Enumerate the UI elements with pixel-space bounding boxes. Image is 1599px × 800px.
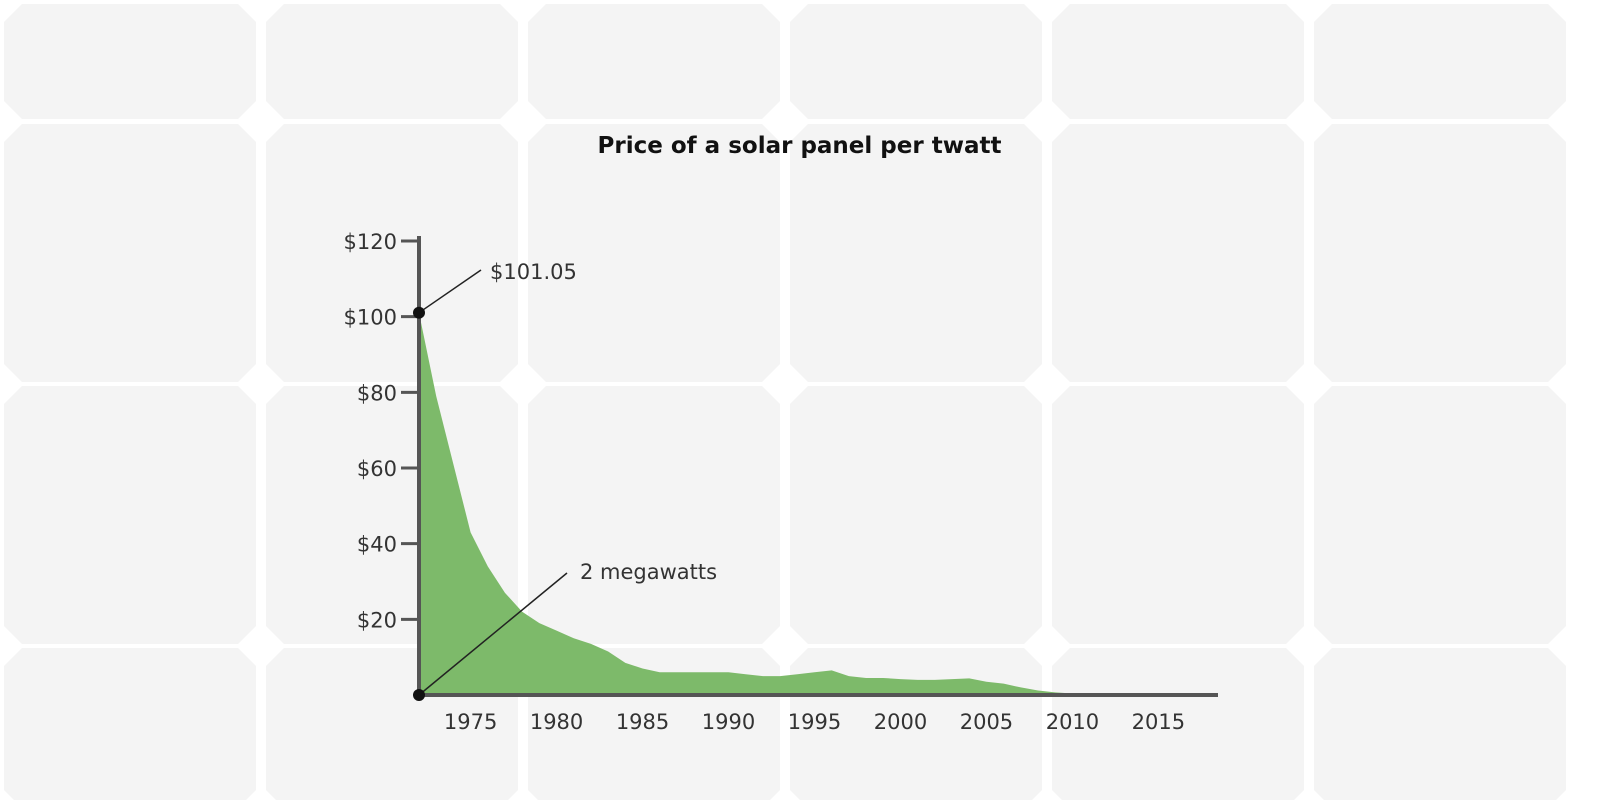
- solar-cell: [1314, 648, 1566, 800]
- y-tick-label: $100: [344, 306, 397, 330]
- x-tick-label: 1975: [444, 710, 497, 734]
- solar-cell: [1052, 124, 1304, 382]
- annotation-point: [413, 306, 425, 319]
- solar-cell: [266, 4, 518, 119]
- solar-cell: [528, 386, 780, 644]
- solar-cell: [1052, 4, 1304, 119]
- solar-cell: [1052, 648, 1304, 800]
- x-tick-label: 2015: [1132, 710, 1185, 734]
- solar-cell: [790, 124, 1042, 382]
- y-tick-label: $40: [357, 533, 397, 557]
- solar-cell: [790, 386, 1042, 644]
- y-tick-label: $60: [357, 457, 397, 481]
- x-tick-label: 1995: [788, 710, 841, 734]
- solar-cell: [1052, 386, 1304, 644]
- solar-cell: [1314, 386, 1566, 644]
- annotation-label: 2 megawatts: [580, 560, 717, 584]
- price-area: [419, 312, 1210, 695]
- solar-cell: [4, 4, 256, 119]
- chart-title: Price of a solar panel per twatt: [597, 133, 1002, 159]
- solar-cell: [4, 648, 256, 800]
- annotation-label: $101.05: [490, 260, 577, 284]
- x-tick-label: 2010: [1046, 710, 1099, 734]
- x-tick-label: 1985: [616, 710, 669, 734]
- x-tick-label: 2005: [960, 710, 1013, 734]
- solar-cell: [1314, 124, 1566, 382]
- annotation-point: [413, 689, 425, 701]
- solar-cell: [4, 386, 256, 644]
- x-tick-label: 1990: [702, 710, 755, 734]
- solar-cell: [528, 4, 780, 119]
- y-tick-label: $80: [357, 381, 397, 405]
- solar-cell: [528, 124, 780, 382]
- annotation-leader: [418, 572, 568, 696]
- x-tick-label: 2000: [874, 710, 927, 734]
- solar-cell: [790, 4, 1042, 119]
- solar-cell: [4, 124, 256, 382]
- y-tick-label: $20: [357, 608, 397, 632]
- y-tick-label: $120: [344, 230, 397, 254]
- solar-cell: [266, 124, 518, 382]
- x-tick-label: 1980: [530, 710, 583, 734]
- annotation-leader: [418, 269, 482, 314]
- solar-cell: [1314, 4, 1566, 119]
